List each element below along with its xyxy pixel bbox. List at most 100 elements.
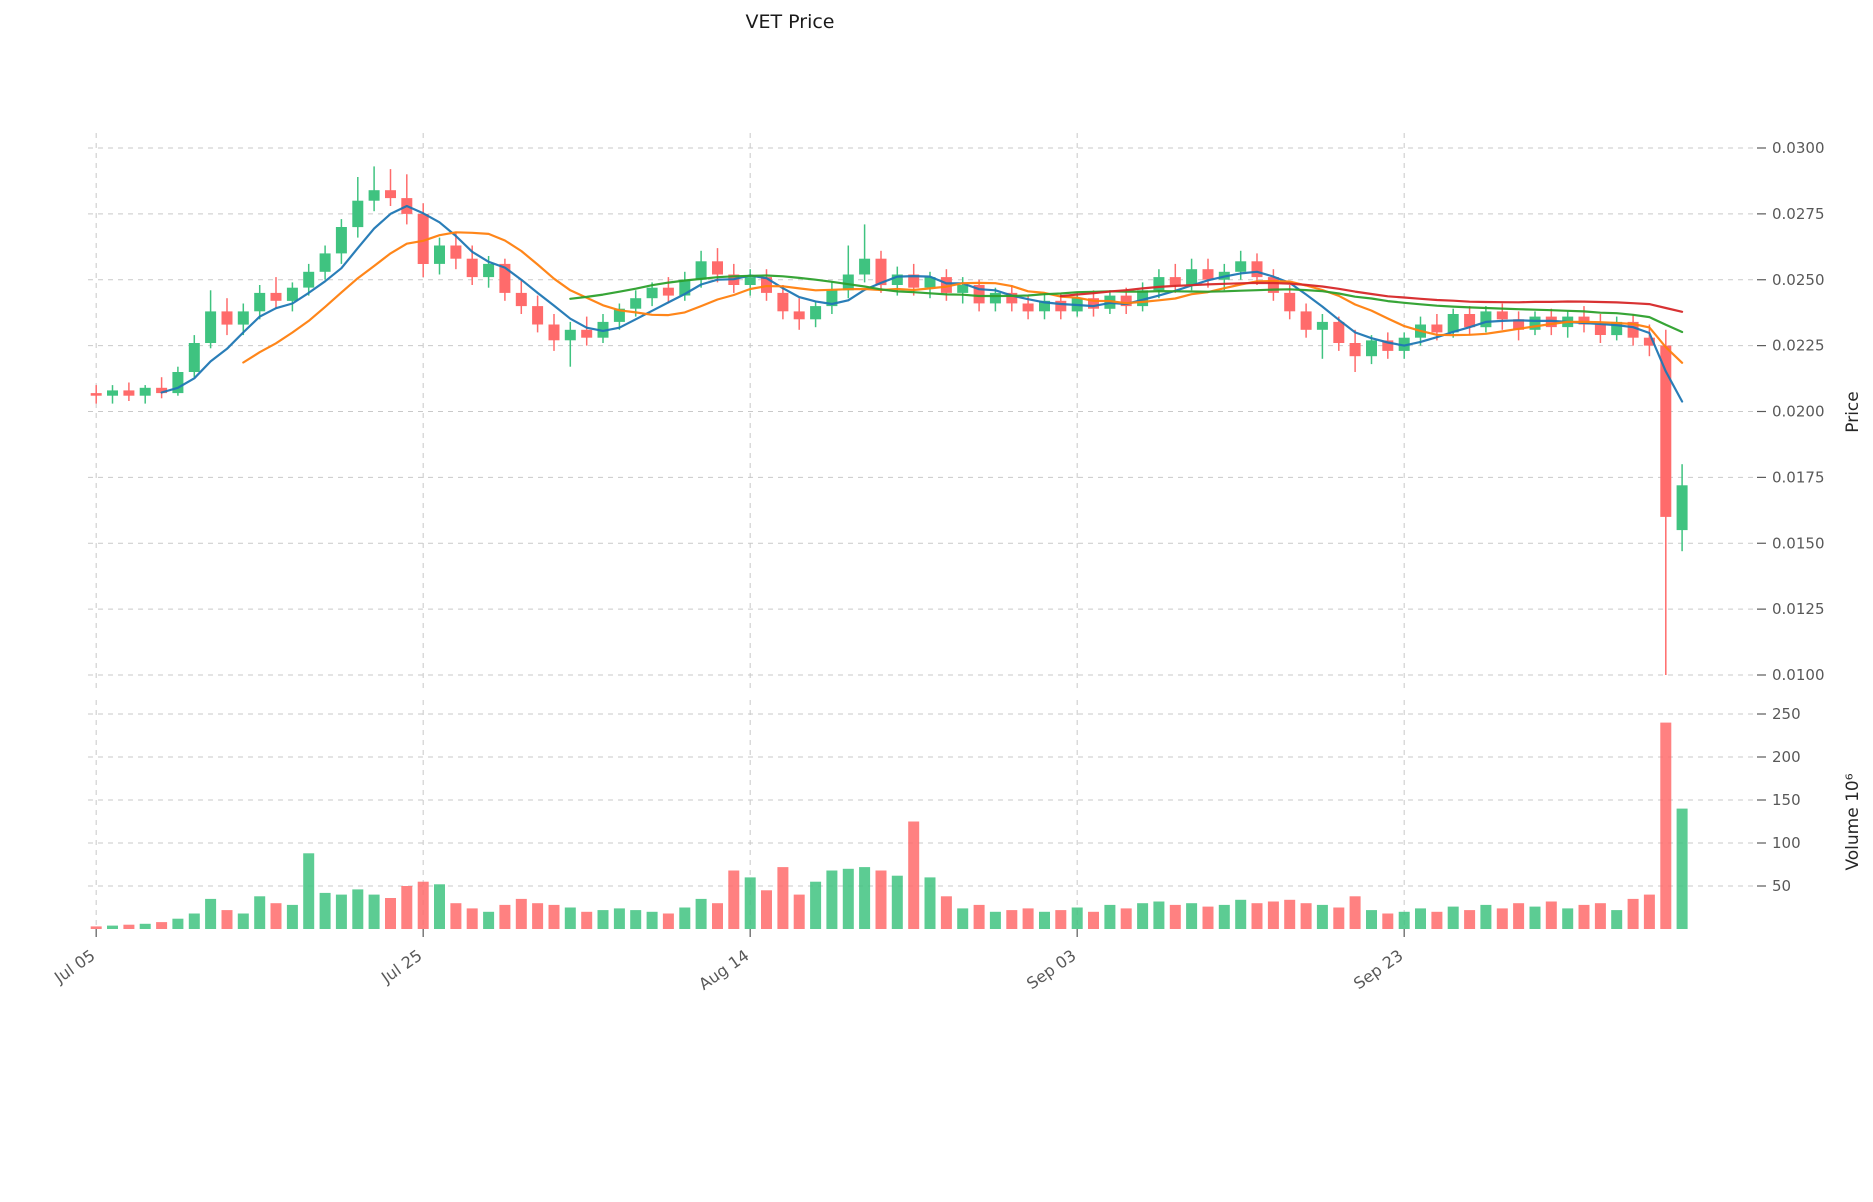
volume-bar	[1398, 911, 1410, 929]
candle-body	[564, 329, 576, 341]
volume-bar	[1562, 908, 1574, 929]
volume-bar	[646, 911, 658, 929]
candle-body	[1431, 324, 1443, 333]
ma-line-ma60	[1059, 281, 1684, 313]
volume-bar	[1284, 899, 1296, 929]
price-axis-label: Price	[1843, 391, 1863, 432]
candle-body	[1169, 277, 1181, 285]
date-tick-label: Jul 05	[50, 946, 98, 988]
chart-title: VET Price	[746, 11, 835, 33]
volume-bar	[1366, 910, 1377, 929]
candle-body	[1447, 314, 1459, 333]
volume-bar	[564, 907, 576, 929]
volume-bar	[859, 867, 871, 929]
candle-body	[1055, 300, 1067, 312]
volume-bar	[483, 911, 495, 929]
candle-body	[319, 253, 331, 272]
volume-bar	[1660, 722, 1672, 929]
volume-bar	[1120, 908, 1132, 929]
candle-body	[107, 390, 118, 396]
volume-bar	[319, 892, 331, 929]
ma-line-ma5	[160, 204, 1684, 403]
candle-body	[859, 258, 871, 275]
candle-body	[1513, 319, 1525, 330]
candle-body	[434, 245, 445, 264]
date-tick-label-group: Aug 14	[695, 946, 752, 994]
candle-body	[1349, 343, 1361, 357]
candle-body	[1267, 277, 1279, 293]
price-tick-label: 0.0225	[1772, 337, 1825, 355]
candle-body	[1251, 261, 1263, 278]
volume-bar	[1316, 904, 1328, 929]
volume-bar	[221, 910, 233, 929]
candle-body	[205, 311, 217, 343]
candle-body	[1398, 337, 1410, 351]
volume-bar	[368, 894, 380, 929]
volume-bar	[401, 886, 413, 929]
date-tick-label-group: Jul 05	[50, 946, 98, 988]
candle-body	[483, 263, 495, 278]
candle-body	[1088, 298, 1099, 309]
candle-body	[1284, 292, 1296, 312]
volume-bar	[417, 881, 429, 929]
volume-bar	[1218, 904, 1230, 929]
candle-body	[613, 308, 625, 322]
candle-body	[450, 245, 462, 259]
candle-body	[221, 311, 233, 325]
candle-body	[1006, 292, 1018, 304]
volume-bar	[924, 877, 936, 929]
volume-bar	[679, 907, 691, 929]
volume-bar	[613, 908, 625, 929]
candle-body	[1676, 485, 1688, 531]
volume-bar	[1447, 906, 1459, 929]
volume-bar	[188, 913, 200, 929]
volume-bar	[630, 910, 642, 929]
gridlines	[88, 133, 1755, 929]
ma-line-ma30	[569, 274, 1684, 334]
volume-bar	[335, 894, 347, 929]
candle-body	[793, 311, 805, 320]
candle-body	[891, 274, 903, 285]
candle-body	[303, 271, 315, 288]
volume-axis-label: Volume 10⁶	[1843, 773, 1863, 870]
volume-bar	[548, 904, 560, 929]
volume-tick-label: 150	[1772, 791, 1801, 809]
volume-bar	[1300, 903, 1312, 929]
volume-bar	[973, 904, 985, 929]
axis-ticks: 0.0100 0.0125 0.0150 0.0175 0.0200 0.0225 0.02…	[50, 139, 1824, 994]
volume-bars	[90, 722, 1688, 929]
candle-body	[957, 285, 969, 293]
date-tick-label: Sep 23	[1350, 946, 1406, 993]
volume-bar	[172, 918, 184, 929]
candle-body	[646, 287, 658, 299]
volume-bar	[205, 898, 217, 929]
candle-body	[368, 190, 380, 201]
volume-bar	[728, 870, 740, 929]
candle-body	[1120, 295, 1132, 307]
volume-bar	[1169, 904, 1181, 929]
candle-body	[842, 274, 854, 291]
candle-body	[695, 261, 707, 280]
volume-bar	[1235, 899, 1247, 929]
candle-body	[123, 390, 135, 396]
candle-body	[1578, 316, 1590, 325]
volume-bar	[957, 908, 969, 929]
candle-body	[1366, 340, 1377, 357]
date-tick-label-group: Sep 03	[1023, 946, 1079, 993]
volume-bar	[254, 896, 266, 929]
candle-body	[1137, 290, 1149, 307]
candle-body	[581, 329, 593, 338]
volume-bar	[1267, 901, 1279, 929]
volume-bar	[1676, 808, 1688, 929]
volume-tick-label: 200	[1772, 748, 1801, 766]
volume-bar	[1594, 903, 1606, 929]
volume-bar	[761, 890, 772, 929]
candle-body	[515, 292, 527, 307]
volume-bar	[1627, 898, 1639, 929]
volume-bar	[777, 867, 789, 929]
candle-body	[712, 261, 723, 275]
volume-tick-label: 100	[1772, 834, 1801, 852]
candle-body	[385, 190, 396, 199]
candle-body	[172, 372, 184, 394]
candle-body	[254, 292, 266, 312]
